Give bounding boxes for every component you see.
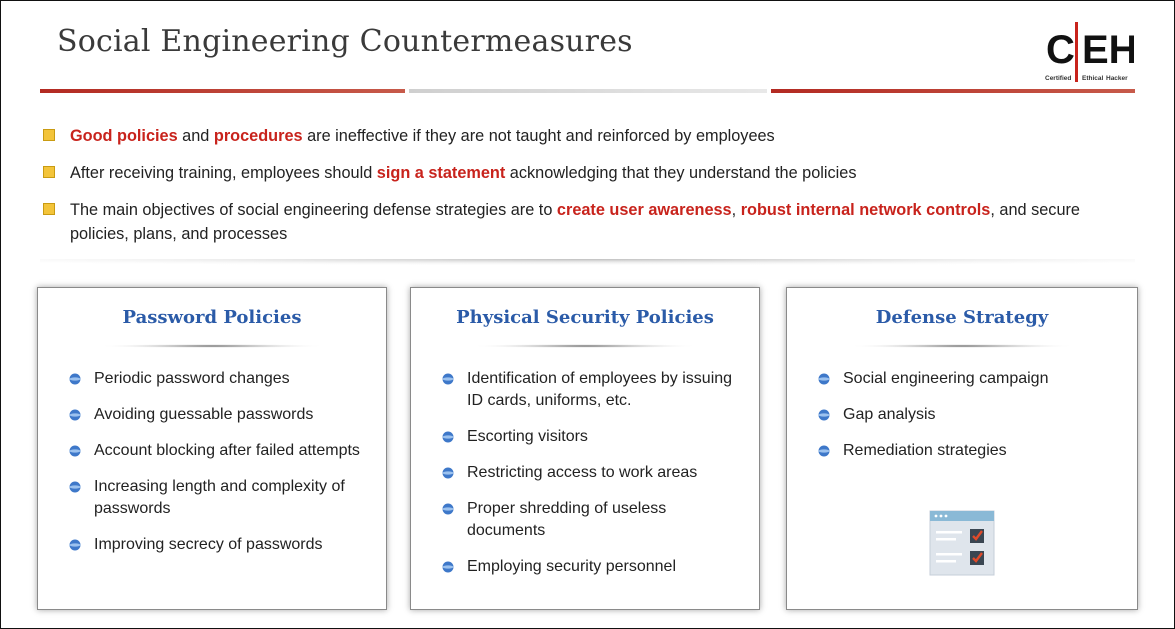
checklist-icon bbox=[929, 510, 995, 576]
logo-divider-bar bbox=[1075, 22, 1078, 82]
blue-globe-bullet-icon bbox=[818, 409, 830, 421]
bullet-text-part: are ineffective if they are not taught a… bbox=[302, 127, 775, 145]
list-item: Remediation strategies bbox=[815, 440, 1119, 462]
heading-underline bbox=[847, 344, 1077, 348]
heading-underline bbox=[97, 344, 327, 348]
bullet-text-part: , and secure policies, plans, and proces… bbox=[70, 201, 1080, 243]
blue-globe-bullet-icon bbox=[818, 373, 830, 385]
card-heading: Physical Security Policies bbox=[456, 307, 714, 328]
bullet-text-part: acknowledging that they understand the p… bbox=[505, 164, 857, 182]
yellow-square-bullet-icon bbox=[43, 203, 55, 215]
page-title: Social Engineering Countermeasures bbox=[57, 24, 633, 59]
yellow-square-bullet-icon bbox=[43, 166, 55, 178]
bullet-text-part: and bbox=[177, 127, 214, 145]
intro-bullet: The main objectives of social engineerin… bbox=[42, 198, 1142, 246]
blue-globe-bullet-icon bbox=[69, 445, 81, 457]
list-item-text: Identification of employees by issuing I… bbox=[467, 370, 733, 409]
logo-letter-c: C bbox=[1046, 28, 1075, 72]
list-item-text: Gap analysis bbox=[843, 406, 936, 423]
blue-globe-bullet-icon bbox=[69, 539, 81, 551]
list-item-text: Increasing length and complexity of pass… bbox=[94, 478, 345, 517]
list-item: Social engineering campaign bbox=[815, 368, 1119, 390]
list-item-text: Employing security personnel bbox=[467, 558, 676, 575]
bullet-text-part: After receiving training, employees shou… bbox=[70, 164, 377, 182]
bullet-text: Good policies and procedures are ineffec… bbox=[70, 127, 775, 145]
list-item: Increasing length and complexity of pass… bbox=[66, 476, 368, 520]
intro-bullet: Good policies and procedures are ineffec… bbox=[42, 124, 1142, 148]
card-defense-strategy: Defense Strategy Social engineering camp… bbox=[786, 287, 1138, 610]
intro-bullets: Good policies and procedures are ineffec… bbox=[42, 124, 1142, 259]
highlight-text: Good policies bbox=[70, 127, 178, 145]
blue-globe-bullet-icon bbox=[69, 373, 81, 385]
heading-underline bbox=[470, 344, 700, 348]
list-item: Account blocking after failed attempts bbox=[66, 440, 368, 462]
list-item: Gap analysis bbox=[815, 404, 1119, 426]
list-item: Avoiding guessable passwords bbox=[66, 404, 368, 426]
list-item-text: Proper shredding of useless documents bbox=[467, 500, 667, 539]
blue-globe-bullet-icon bbox=[818, 445, 830, 457]
blue-globe-bullet-icon bbox=[442, 431, 454, 443]
list-item-text: Social engineering campaign bbox=[843, 370, 1049, 387]
logo-letters-eh: EH bbox=[1082, 28, 1134, 72]
list-item-text: Avoiding guessable passwords bbox=[94, 406, 314, 423]
highlight-text: sign a statement bbox=[376, 164, 506, 182]
card-heading: Defense Strategy bbox=[875, 307, 1049, 328]
highlight-text: create user awareness bbox=[556, 201, 732, 219]
blue-globe-bullet-icon bbox=[442, 561, 454, 573]
list-item-text: Restricting access to work areas bbox=[467, 464, 698, 481]
list-item-text: Remediation strategies bbox=[843, 442, 1007, 459]
list-item-text: Account blocking after failed attempts bbox=[94, 442, 360, 459]
blue-globe-bullet-icon bbox=[442, 467, 454, 479]
ceh-logo: C EH Certified Ethical Hacker bbox=[1045, 22, 1134, 82]
logo-tagline-hacker: Hacker bbox=[1106, 75, 1128, 82]
blue-globe-bullet-icon bbox=[69, 481, 81, 493]
list-item: Escorting visitors bbox=[439, 426, 741, 448]
bullet-text-part: The main objectives of social engineerin… bbox=[70, 201, 557, 219]
card-heading: Password Policies bbox=[122, 307, 302, 328]
card-list: Periodic password changes Avoiding guess… bbox=[66, 368, 368, 570]
blue-globe-bullet-icon bbox=[69, 409, 81, 421]
logo-tagline-certified: Certified bbox=[1045, 75, 1071, 82]
list-item: Identification of employees by issuing I… bbox=[439, 368, 741, 412]
highlight-text: procedures bbox=[213, 127, 303, 145]
card-list: Social engineering campaign Gap analysis… bbox=[815, 368, 1119, 476]
list-item: Improving secrecy of passwords bbox=[66, 534, 368, 556]
list-item: Restricting access to work areas bbox=[439, 462, 741, 484]
title-divider bbox=[40, 89, 1135, 93]
list-item-text: Improving secrecy of passwords bbox=[94, 536, 323, 553]
logo-tagline-ethical: Ethical bbox=[1082, 75, 1104, 82]
bullet-text-part: , bbox=[731, 201, 741, 219]
list-item: Employing security personnel bbox=[439, 556, 741, 578]
bullet-text: The main objectives of social engineerin… bbox=[70, 201, 1080, 243]
card-password-policies: Password Policies Periodic password chan… bbox=[37, 287, 387, 610]
blue-globe-bullet-icon bbox=[442, 373, 454, 385]
blue-globe-bullet-icon bbox=[442, 503, 454, 515]
intro-bullet: After receiving training, employees shou… bbox=[42, 161, 1142, 185]
list-item: Periodic password changes bbox=[66, 368, 368, 390]
section-shadow-divider bbox=[40, 259, 1135, 269]
list-item: Proper shredding of useless documents bbox=[439, 498, 741, 542]
card-list: Identification of employees by issuing I… bbox=[439, 368, 741, 592]
bullet-text: After receiving training, employees shou… bbox=[70, 164, 856, 182]
highlight-text: robust internal network controls bbox=[740, 201, 991, 219]
card-physical-security-policies: Physical Security Policies Identificatio… bbox=[410, 287, 760, 610]
yellow-square-bullet-icon bbox=[43, 129, 55, 141]
list-item-text: Escorting visitors bbox=[467, 428, 588, 445]
list-item-text: Periodic password changes bbox=[94, 370, 290, 387]
